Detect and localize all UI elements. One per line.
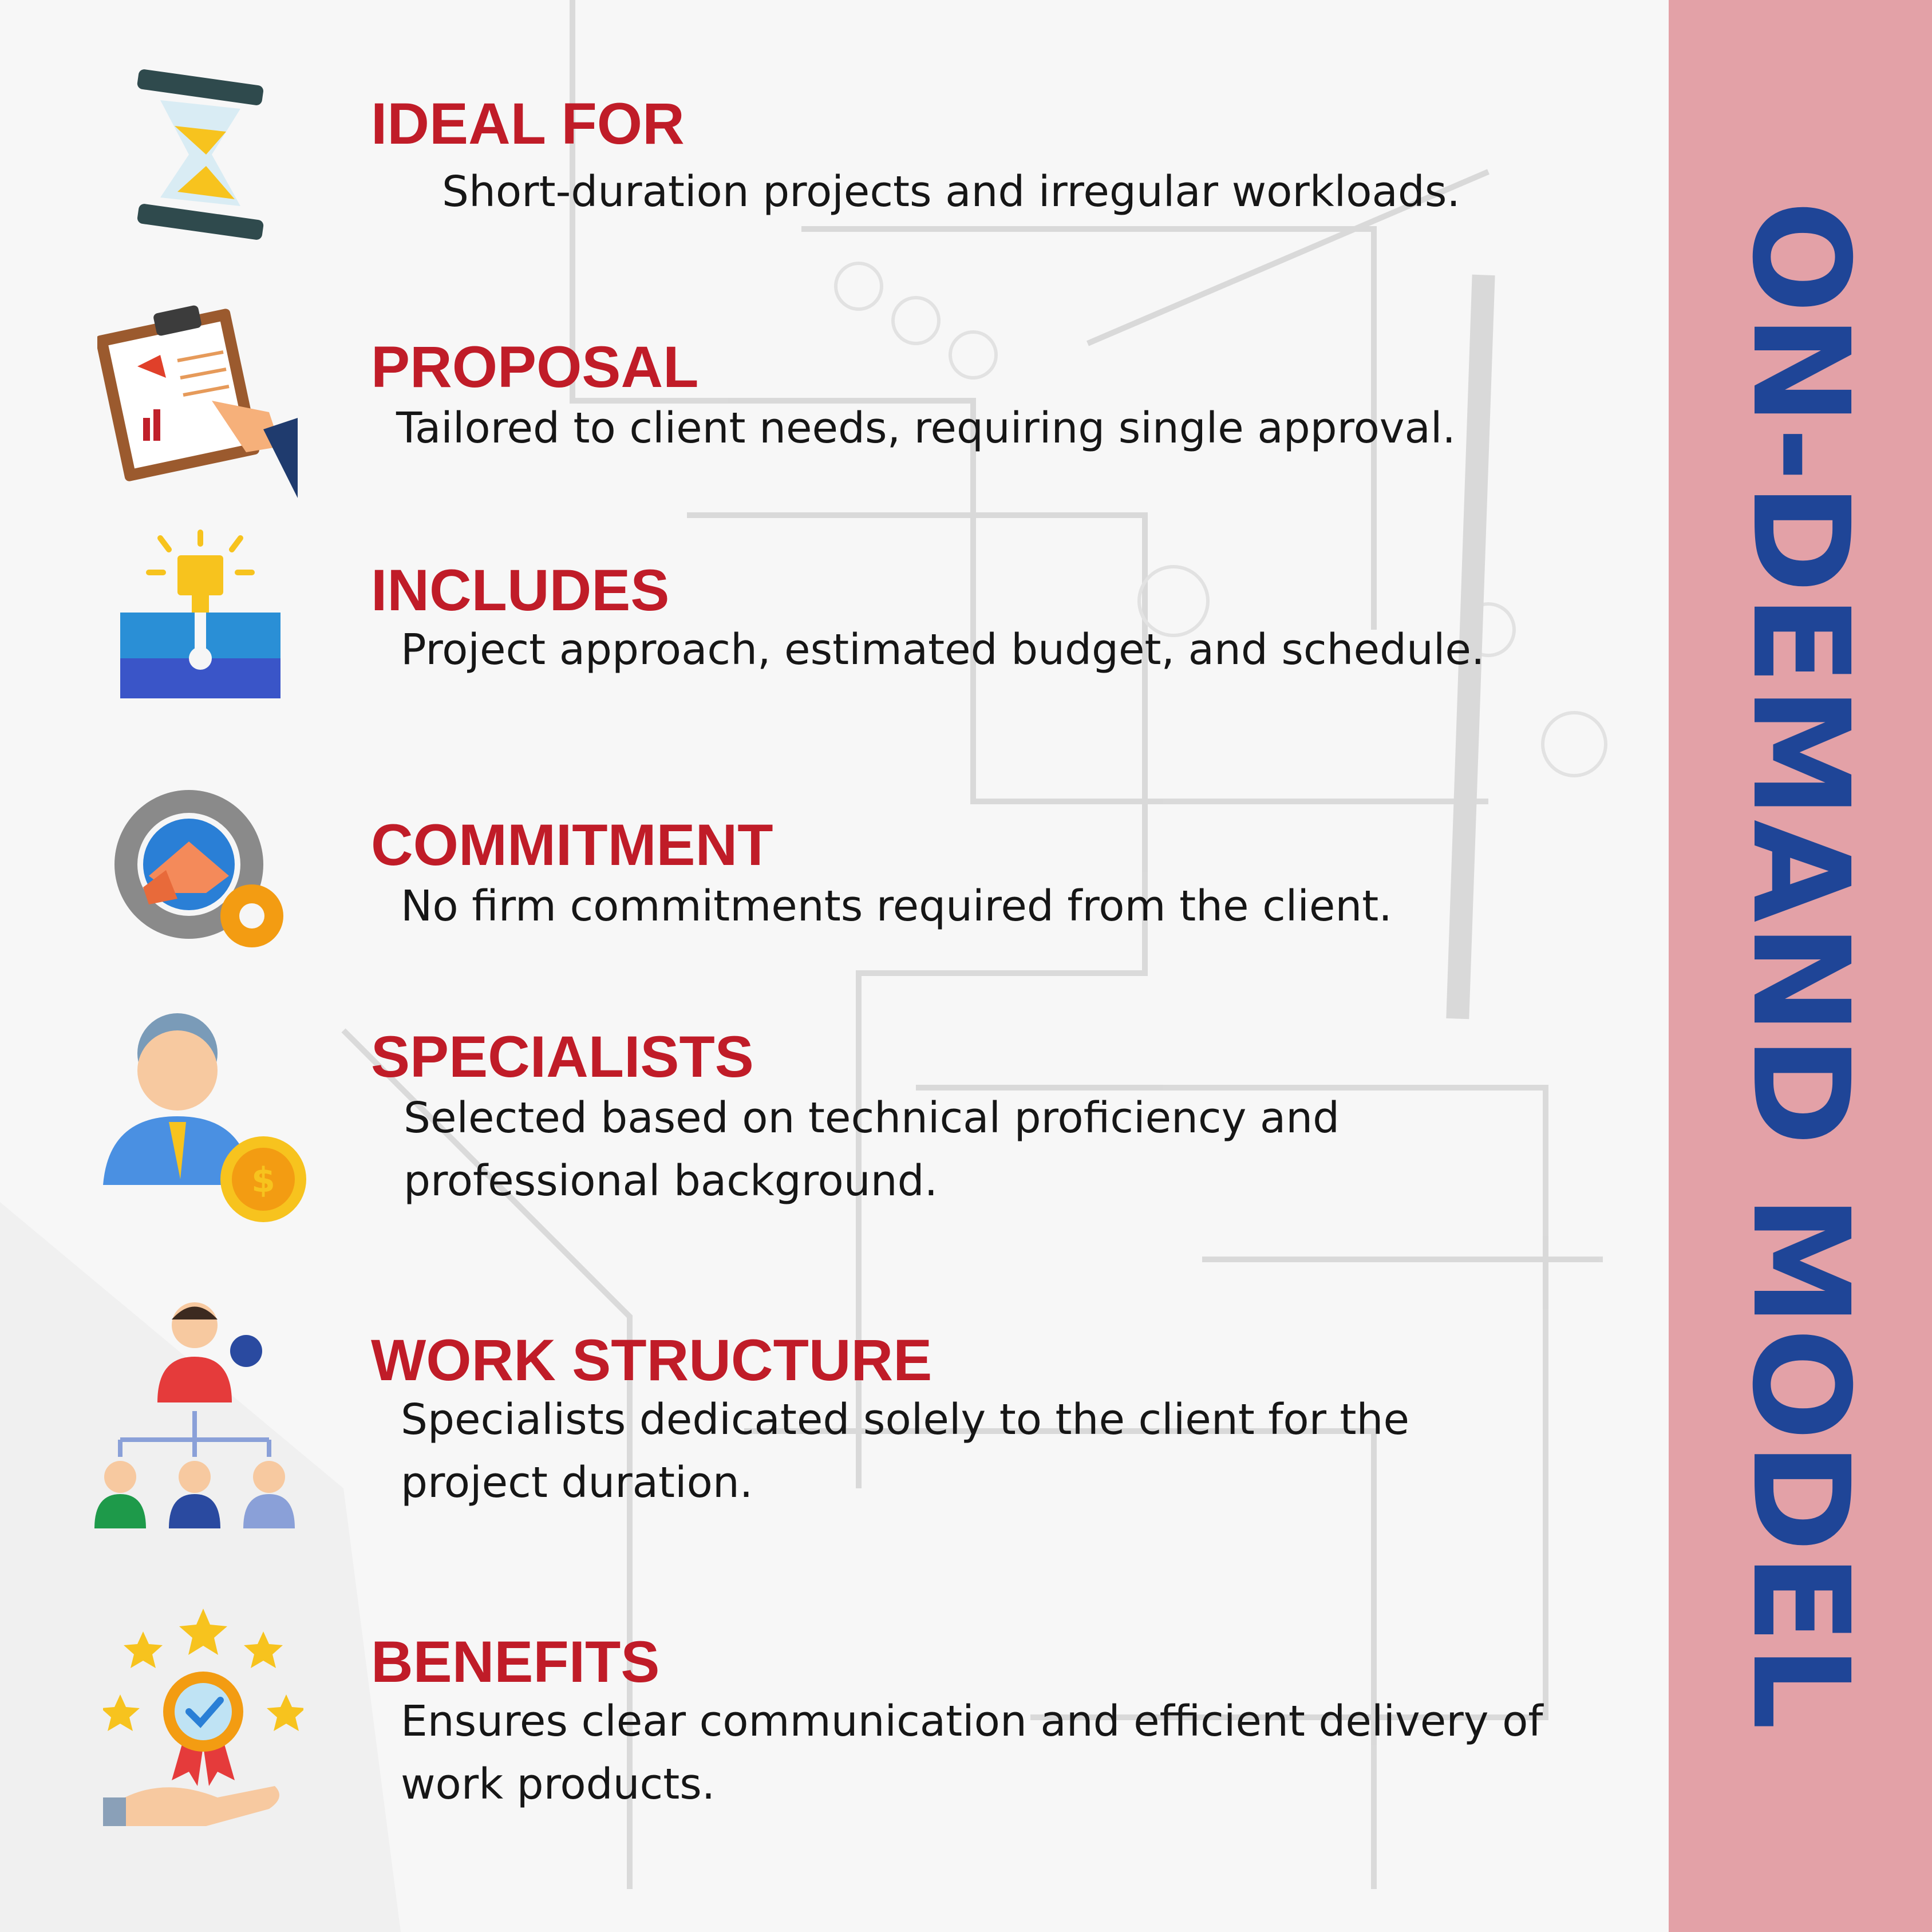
specialist-coin-icon: $ xyxy=(97,1013,309,1225)
text-includes: Project approach, estimated budget, and … xyxy=(401,618,1631,681)
text-commitment: No firm commitments required from the cl… xyxy=(401,875,1631,938)
handshake-gear-icon xyxy=(109,784,292,956)
heading-ideal-for: IDEAL FOR xyxy=(371,94,685,153)
award-badge-icon xyxy=(103,1609,303,1826)
puzzle-lightbulb-icon xyxy=(114,527,286,704)
hourglass-icon xyxy=(126,69,275,240)
side-title: ON-DEMAND MODEL xyxy=(1723,200,1878,1731)
text-ideal-for: Short-duration projects and irregular wo… xyxy=(442,160,1673,223)
text-work-structure: Specialists dedicated solely to the clie… xyxy=(401,1388,1517,1514)
heading-specialists: SPECIALISTS xyxy=(371,1028,754,1086)
text-benefits: Ensures clear communication and efficien… xyxy=(401,1690,1574,1816)
clipboard-report-icon xyxy=(97,286,303,498)
text-specialists: Selected based on technical proficiency … xyxy=(404,1086,1491,1212)
heading-proposal: PROPOSAL xyxy=(371,338,698,396)
heading-benefits: BENEFITS xyxy=(371,1633,659,1691)
heading-commitment: COMMITMENT xyxy=(371,816,773,874)
text-proposal: Tailored to client needs, requiring sing… xyxy=(396,397,1627,460)
heading-includes: INCLUDES xyxy=(371,561,669,619)
team-hierarchy-icon xyxy=(92,1299,303,1534)
heading-work-structure: WORK STRUCTURE xyxy=(371,1331,932,1389)
svg-text:$: $ xyxy=(251,1160,275,1200)
